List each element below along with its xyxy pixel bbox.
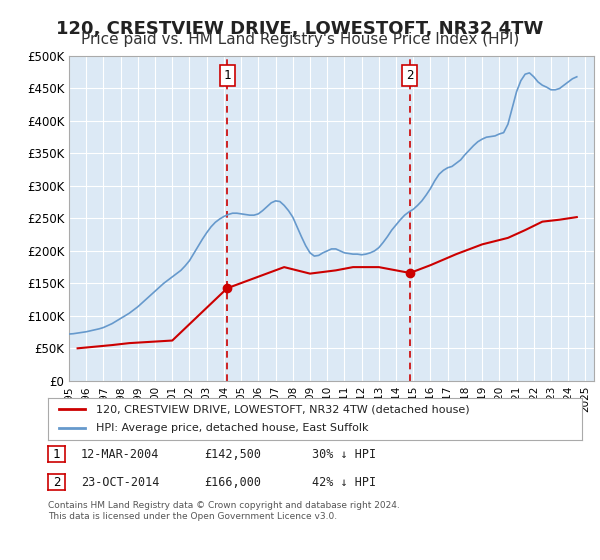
Text: 23-OCT-2014: 23-OCT-2014 [81,475,160,489]
Text: £142,500: £142,500 [204,447,261,461]
Text: 2: 2 [406,69,414,82]
Text: HPI: Average price, detached house, East Suffolk: HPI: Average price, detached house, East… [96,423,368,433]
Text: £166,000: £166,000 [204,475,261,489]
Text: 30% ↓ HPI: 30% ↓ HPI [312,447,376,461]
Text: 1: 1 [53,447,60,461]
Text: 120, CRESTVIEW DRIVE, LOWESTOFT, NR32 4TW (detached house): 120, CRESTVIEW DRIVE, LOWESTOFT, NR32 4T… [96,404,470,414]
Text: Price paid vs. HM Land Registry's House Price Index (HPI): Price paid vs. HM Land Registry's House … [81,32,519,48]
Text: Contains HM Land Registry data © Crown copyright and database right 2024.
This d: Contains HM Land Registry data © Crown c… [48,501,400,521]
Text: 42% ↓ HPI: 42% ↓ HPI [312,475,376,489]
Text: 1: 1 [223,69,231,82]
Text: 12-MAR-2004: 12-MAR-2004 [81,447,160,461]
Text: 120, CRESTVIEW DRIVE, LOWESTOFT, NR32 4TW: 120, CRESTVIEW DRIVE, LOWESTOFT, NR32 4T… [56,20,544,38]
Text: 2: 2 [53,475,60,489]
